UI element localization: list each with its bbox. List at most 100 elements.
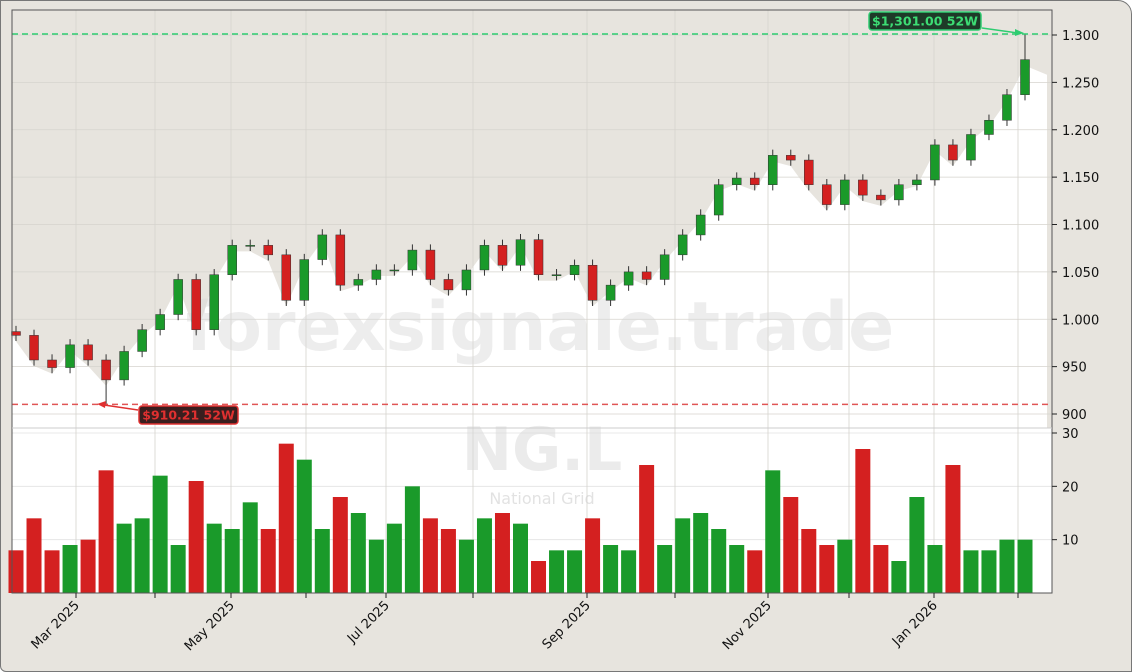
volume-bar-up [350,513,366,593]
volume-bar-up [657,545,673,593]
candle-up [1002,94,1012,121]
volume-bar-down [639,465,655,593]
candle-down [587,264,598,301]
volume-bar-up [999,539,1015,593]
volume-bar-up [152,475,168,593]
candle-up [984,120,994,135]
candle-down [948,144,958,161]
low-52w-label: $910.21 52W [142,408,235,423]
candle-up [227,245,237,275]
volume-bar-down [44,550,60,593]
volume-bar-down [494,513,510,593]
candle-up [1020,59,1030,95]
candle-up [407,249,418,271]
volume-bar-down [855,449,871,593]
candle-up [695,214,706,236]
price-tick-label: 1.050 [1062,266,1099,281]
candle-up [299,259,310,301]
candle-up [461,269,472,291]
price-tick-label: 1.300 [1062,29,1099,44]
candle-up [155,314,165,330]
candle-up [840,179,850,205]
volume-bars [8,443,1033,593]
annotations: $1,301.00 52W $910.21 52W [12,11,1052,425]
volume-bar-up [837,539,853,593]
price-tick-label: 900 [1062,408,1087,423]
price-tick-label: 1.200 [1062,124,1099,139]
candle-down [641,271,652,280]
high-52w-arrow [981,27,1019,34]
x-tick-label: May 2025 [182,598,238,654]
candle-up [137,329,147,352]
candle-up [245,245,255,247]
candle-up [713,184,724,216]
volume-bar-up [1017,539,1033,593]
candle-up [371,269,382,280]
x-tick-label: Jul 2025 [344,598,393,647]
volume-bar-up [224,529,240,593]
candle-down [425,249,436,280]
volume-bar-up [296,459,312,593]
volume-bar-up [891,561,907,593]
volume-bar-up [729,545,745,593]
candle-up [930,144,940,181]
volume-bar-up [765,470,781,593]
volume-bar-down [801,529,817,593]
candle-down [191,279,201,330]
high-52w-label-box [868,11,982,31]
price-tick-label: 1.000 [1062,313,1099,328]
volume-bar-down [783,497,799,593]
volume-bar-up [675,518,691,593]
volume-bar-down [8,550,24,593]
volume-bar-down [531,561,547,593]
candle-down [497,245,508,266]
volume-bar-down [26,518,42,593]
candle-up [551,274,562,276]
volume-bar-up [242,502,258,593]
volume-tick-label: 10 [1062,534,1079,549]
high-52w-label: $1,301.00 52W [872,14,978,29]
candle-up [623,271,634,286]
volume-bar-down [278,443,294,593]
volume-bar-up [621,550,637,593]
candle-up [659,254,670,280]
volume-bar-up [116,523,132,593]
volume-bar-down [422,518,438,593]
candle-up [677,234,688,256]
candle-up [119,351,129,381]
site-watermark: forexsignale.trade [186,288,895,367]
volume-bar-up [62,545,78,593]
candle-down [83,344,93,361]
volume-bar-up [909,497,925,593]
x-tick-label: Mar 2025 [29,598,83,652]
volume-bar-up [458,539,474,593]
volume-tick-label: 20 [1062,480,1079,495]
volume-bar-up [206,523,222,593]
volume-bar-up [404,486,420,593]
volume-tick-label: 30 [1062,427,1079,442]
high-52w-arrowhead [1015,29,1024,36]
volume-bar-up [476,518,492,593]
candle-up [894,184,904,201]
volume-bar-down [188,481,204,593]
candle-up [569,264,580,275]
price-tick-label: 950 [1062,361,1087,376]
candle-down [47,359,57,368]
candles [11,34,1030,405]
candle-down [749,177,760,185]
candle-down [804,159,814,185]
candle-down [11,331,21,336]
volume-bar-down [98,470,114,593]
volume-bar-up [693,513,709,593]
candle-up [479,245,490,271]
low-52w-label-box [138,405,239,425]
candle-up [353,279,364,286]
volume-bar-up [386,523,402,593]
low-52w-arrowhead [97,401,106,408]
candle-up [966,134,976,161]
candle-down [443,279,454,291]
candle-up [173,279,183,315]
company-watermark: National Grid [489,489,594,508]
price-tick-label: 1.250 [1062,76,1099,91]
